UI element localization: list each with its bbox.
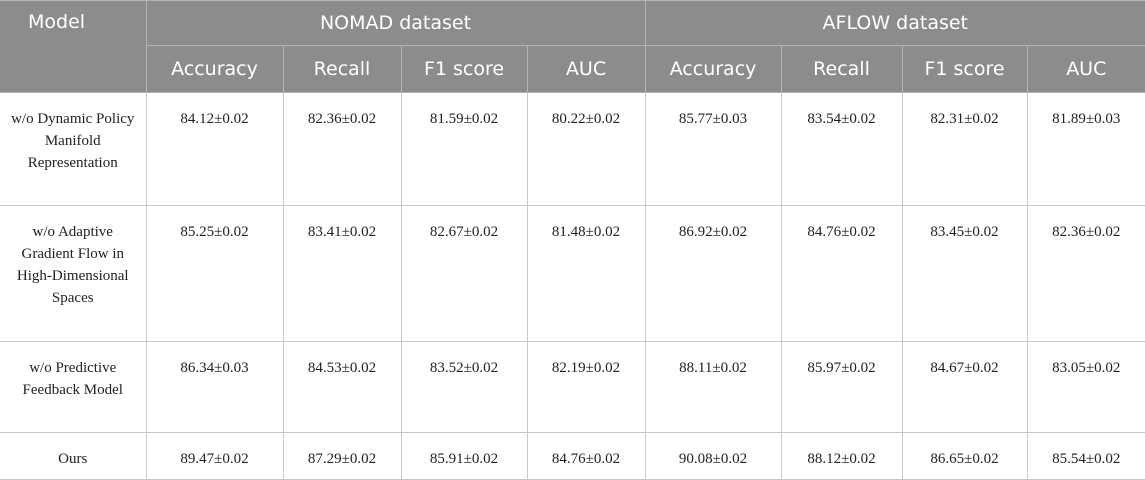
value-cell: 88.12±0.02 [780, 432, 903, 480]
model-name-cell: w/o Dynamic Policy Manifold Representati… [0, 92, 147, 206]
value-cell: 83.41±0.02 [282, 205, 402, 342]
value-cell: 84.76±0.02 [780, 205, 903, 342]
value-cell: 85.97±0.02 [780, 341, 903, 433]
model-name-cell: Ours [0, 432, 147, 480]
value-cell: 86.65±0.02 [901, 432, 1028, 480]
value-cell: 80.22±0.02 [526, 92, 646, 206]
value-cell: 82.67±0.02 [400, 205, 528, 342]
metric-header-auc: AUC [1026, 45, 1145, 93]
model-column-header: Model [0, 0, 147, 93]
value-cell: 82.31±0.02 [901, 92, 1028, 206]
table-row: w/o Adaptive Gradient Flow in High-Dimen… [0, 205, 1145, 342]
metric-header-f1: F1 score [400, 45, 528, 93]
metric-header-recall: Recall [282, 45, 402, 93]
value-cell: 82.36±0.02 [282, 92, 402, 206]
value-cell: 88.11±0.02 [644, 341, 782, 433]
value-cell: 86.34±0.03 [145, 341, 284, 433]
value-cell: 81.59±0.02 [400, 92, 528, 206]
nomad-dataset-header: NOMAD dataset [145, 0, 646, 46]
table-row: w/o Predictive Feedback Model 86.34±0.03… [0, 341, 1145, 433]
header-row-groups: Model NOMAD dataset AFLOW dataset [0, 0, 1145, 93]
value-cell: 84.67±0.02 [901, 341, 1028, 433]
value-cell: 82.19±0.02 [526, 341, 646, 433]
value-cell: 83.45±0.02 [901, 205, 1028, 342]
value-cell: 86.92±0.02 [644, 205, 782, 342]
value-cell: 85.77±0.03 [644, 92, 782, 206]
value-cell: 81.89±0.03 [1026, 92, 1145, 206]
value-cell: 84.53±0.02 [282, 341, 402, 433]
value-cell: 89.47±0.02 [145, 432, 284, 480]
metric-header-auc: AUC [526, 45, 646, 93]
value-cell: 85.91±0.02 [400, 432, 528, 480]
value-cell: 85.54±0.02 [1026, 432, 1145, 480]
value-cell: 81.48±0.02 [526, 205, 646, 342]
model-name-cell: w/o Predictive Feedback Model [0, 341, 147, 433]
value-cell: 90.08±0.02 [644, 432, 782, 480]
metric-header-accuracy: Accuracy [146, 45, 284, 93]
value-cell: 82.36±0.02 [1026, 205, 1145, 342]
table-row: Ours 89.47±0.02 87.29±0.02 85.91±0.02 84… [0, 432, 1145, 480]
metric-header-recall: Recall [780, 45, 903, 93]
value-cell: 87.29±0.02 [282, 432, 402, 480]
model-name-cell: w/o Adaptive Gradient Flow in High-Dimen… [0, 205, 147, 342]
header-row-metrics: Accuracy Recall F1 score AUC Accuracy Re… [0, 45, 1145, 93]
value-cell: 83.05±0.02 [1026, 341, 1145, 433]
aflow-dataset-header: AFLOW dataset [644, 0, 1145, 46]
metric-header-accuracy: Accuracy [644, 45, 782, 93]
value-cell: 83.54±0.02 [780, 92, 903, 206]
metric-header-f1: F1 score [901, 45, 1028, 93]
value-cell: 84.12±0.02 [145, 92, 284, 206]
value-cell: 83.52±0.02 [400, 341, 528, 433]
value-cell: 84.76±0.02 [526, 432, 646, 480]
table-row: w/o Dynamic Policy Manifold Representati… [0, 92, 1145, 206]
value-cell: 85.25±0.02 [145, 205, 284, 342]
